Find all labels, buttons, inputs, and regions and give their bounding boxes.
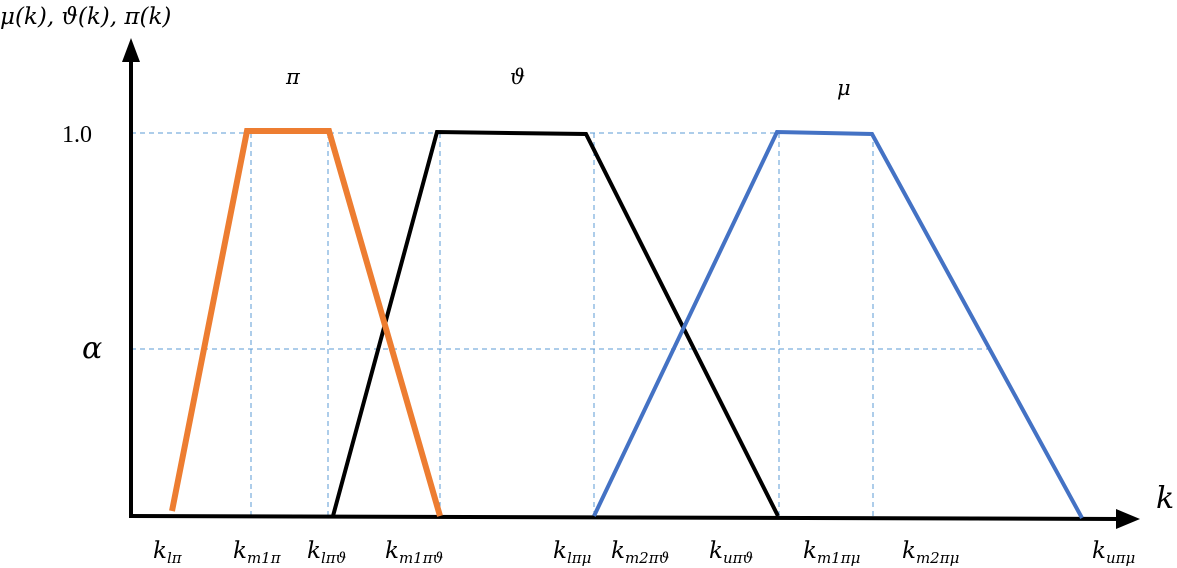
x-tick-label: klπμ — [553, 538, 591, 567]
x-tick-label: km1πϑ — [385, 538, 444, 567]
x-tick-label: klπ — [153, 538, 183, 567]
x-axis — [128, 514, 1123, 521]
guide-lines — [131, 132, 990, 516]
axes — [128, 58, 1123, 521]
nu-curve — [331, 129, 780, 517]
x-tick-label: kuπμ — [1092, 538, 1135, 567]
pi-curve — [169, 128, 443, 517]
mu-curve — [592, 129, 1084, 519]
y-tick-alpha: α — [82, 331, 102, 366]
x-tick-label: km2πϑ — [611, 538, 670, 567]
x-tick-label: km2πμ — [902, 538, 959, 567]
x-tick-label: km1π — [233, 538, 282, 567]
x-tick-label: kuπϑ — [709, 538, 753, 567]
x-tick-labels: klπ km1π klπϑ km1πϑ klπμ km2πϑ kuπϑ km1π… — [153, 538, 1135, 567]
nu-label: ϑ — [510, 65, 525, 89]
y-axis-label: μ(k), ϑ(k), π(k) — [0, 4, 171, 30]
x-axis-arrow-icon — [1116, 509, 1140, 529]
x-axis-label: k — [1156, 481, 1174, 516]
x-tick-label: klπϑ — [307, 538, 347, 567]
mu-label: μ — [837, 76, 851, 100]
x-tick-label: km1πμ — [803, 538, 860, 567]
y-axis-arrow-icon — [122, 38, 140, 62]
pi-label: π — [285, 65, 301, 89]
y-tick-1-0: 1.0 — [62, 122, 92, 148]
